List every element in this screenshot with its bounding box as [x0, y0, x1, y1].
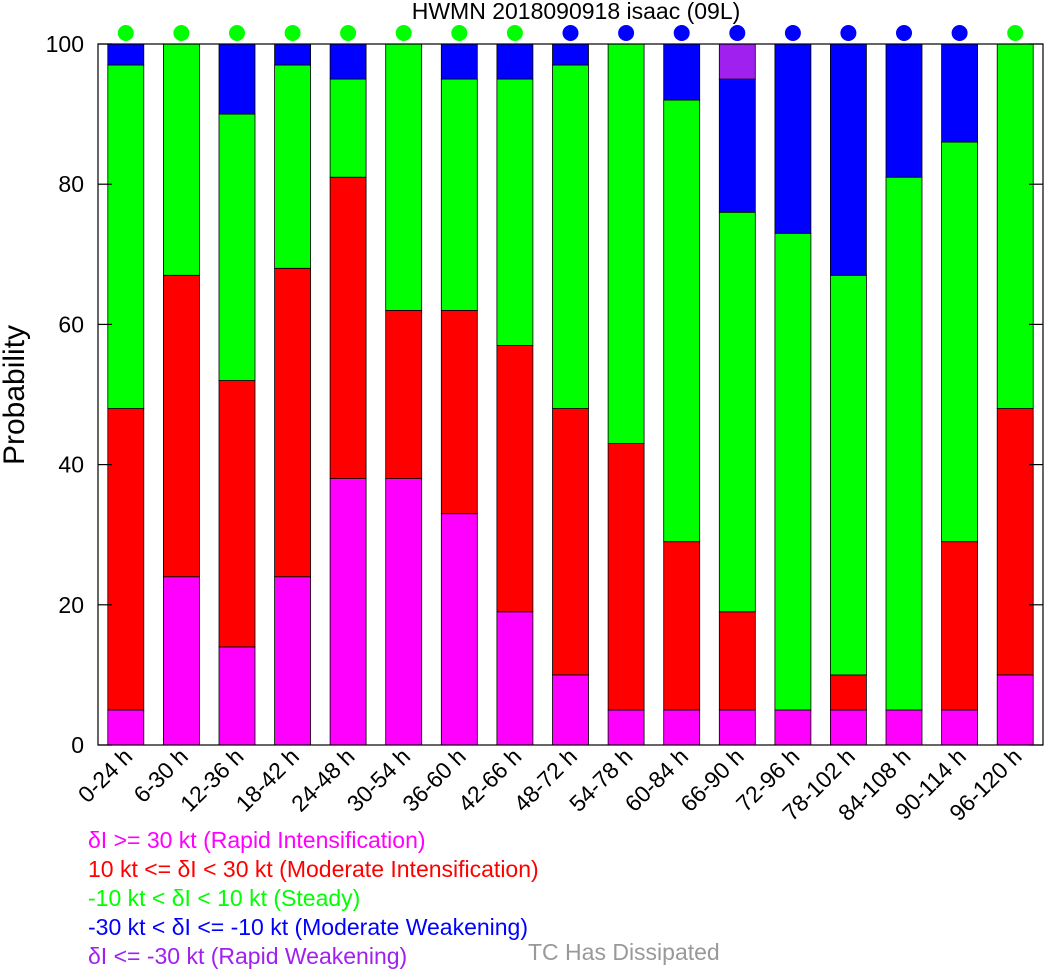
bar-segment-2-14	[885, 176, 923, 711]
top-marker-2	[229, 25, 245, 41]
bar-segment-3-13	[830, 43, 867, 276]
bar-segment-0-15	[941, 709, 978, 746]
bar-segment-0-10	[663, 709, 701, 746]
top-marker-9	[618, 25, 635, 41]
y-tick-label-0: 0	[71, 732, 84, 758]
bar-segment-2-0	[107, 64, 145, 409]
bar-segment-3-12	[774, 43, 812, 234]
bar-segment-0-7	[496, 611, 534, 746]
chart-title: HWMN 2018090918 isaac (09L)	[412, 0, 741, 24]
bar-segment-2-2	[218, 113, 256, 381]
top-marker-8	[562, 25, 579, 41]
y-tick-label-5: 100	[46, 31, 84, 57]
bar-segment-2-3	[274, 64, 312, 269]
bar-segment-0-8	[552, 674, 589, 746]
bar-segment-0-13	[830, 709, 867, 746]
top-marker-10	[673, 25, 690, 41]
bar-segment-3-4	[329, 43, 367, 80]
bar-segment-2-12	[774, 232, 812, 711]
bar-segment-3-14	[885, 43, 923, 178]
bar-segment-0-16	[996, 674, 1034, 746]
bar-segment-3-2	[218, 43, 256, 115]
bar-segment-2-8	[552, 64, 589, 409]
bar-segment-0-11	[718, 709, 756, 746]
bar-segment-2-11	[718, 211, 756, 613]
bar-segment-1-9	[607, 443, 645, 711]
legend-entry-rapid-intensification: δI >= 30 kt (Rapid Intensification)	[88, 827, 426, 853]
bar-segment-2-13	[830, 274, 867, 676]
bar-segment-2-4	[329, 78, 367, 178]
bar-segment-1-5	[385, 309, 423, 479]
bar-segment-2-16	[996, 43, 1034, 409]
top-marker-6	[451, 25, 468, 41]
bar-segment-3-3	[274, 43, 312, 66]
y-tick-label-4: 80	[58, 171, 84, 197]
top-marker-4	[340, 25, 357, 41]
top-marker-3	[284, 25, 301, 41]
bar-segment-2-5	[385, 43, 423, 311]
legend-entry-moderate-weakening: -30 kt < δI <= -10 kt (Moderate Weakenin…	[88, 914, 529, 940]
bar-segment-0-4	[329, 478, 367, 746]
top-marker-11	[729, 25, 746, 41]
bar-segment-1-0	[107, 408, 145, 711]
bar-segment-0-0	[107, 709, 145, 746]
legend-entry-rapid-weakening: δI <= -30 kt (Rapid Weakening)	[88, 943, 408, 969]
bar-segment-3-0	[107, 43, 145, 66]
bar-segment-2-15	[941, 141, 978, 543]
y-axis-label: Probability	[0, 325, 31, 465]
bar-segment-1-3	[274, 267, 312, 578]
bar-segment-0-3	[274, 576, 312, 746]
top-marker-14	[896, 25, 912, 41]
bar-segment-1-15	[941, 541, 978, 711]
legend: δI >= 30 kt (Rapid Intensification) 10 k…	[88, 826, 539, 971]
bar-segment-2-7	[496, 78, 534, 346]
legend-entry-steady: -10 kt < δI < 10 kt (Steady)	[88, 885, 361, 911]
bars-layer	[107, 25, 1034, 746]
top-marker-5	[395, 25, 412, 41]
y-tick-label-2: 40	[58, 452, 84, 478]
bar-segment-0-14	[885, 709, 923, 746]
bar-segment-1-2	[218, 380, 256, 648]
bar-segment-1-8	[552, 408, 589, 676]
y-tick-label-1: 20	[58, 592, 84, 618]
top-marker-0	[117, 25, 134, 41]
bar-segment-3-15	[941, 43, 978, 143]
bar-segment-1-10	[663, 541, 701, 711]
bar-segment-0-1	[162, 576, 200, 746]
bar-segment-3-8	[552, 43, 589, 66]
top-marker-13	[840, 25, 857, 41]
plot-frame	[97, 43, 1044, 746]
legend-entry-moderate-intensification: 10 kt <= δI < 30 kt (Moderate Intensific…	[88, 856, 539, 882]
bar-segment-1-13	[830, 674, 867, 711]
bar-segment-2-1	[162, 43, 200, 276]
bar-segment-0-6	[440, 513, 478, 746]
y-tick-label-3: 60	[58, 311, 84, 337]
bar-segment-2-10	[663, 99, 701, 543]
bar-segment-4-11	[718, 43, 756, 80]
bar-segment-1-11	[718, 611, 756, 711]
bar-segment-3-7	[496, 43, 534, 80]
bar-segment-3-11	[718, 78, 756, 213]
top-marker-15	[951, 25, 968, 41]
bar-segment-0-2	[218, 646, 256, 746]
bar-segment-1-6	[440, 309, 478, 515]
bar-segment-3-10	[663, 43, 701, 101]
bar-segment-2-6	[440, 78, 478, 311]
top-marker-16	[1007, 25, 1024, 41]
bar-segment-1-7	[496, 344, 534, 613]
top-marker-7	[506, 25, 523, 41]
bar-segment-3-6	[440, 43, 478, 80]
bar-segment-1-16	[996, 408, 1034, 676]
bar-segment-2-9	[607, 43, 645, 445]
bar-segment-1-4	[329, 176, 367, 479]
bar-segment-1-1	[162, 274, 200, 578]
bar-segment-0-5	[385, 478, 423, 746]
top-marker-1	[173, 25, 190, 41]
bar-segment-0-9	[607, 709, 645, 746]
legend-entry-tc-dissipated: TC Has Dissipated	[528, 939, 720, 965]
top-marker-12	[784, 25, 801, 41]
bar-segment-0-12	[774, 709, 812, 746]
